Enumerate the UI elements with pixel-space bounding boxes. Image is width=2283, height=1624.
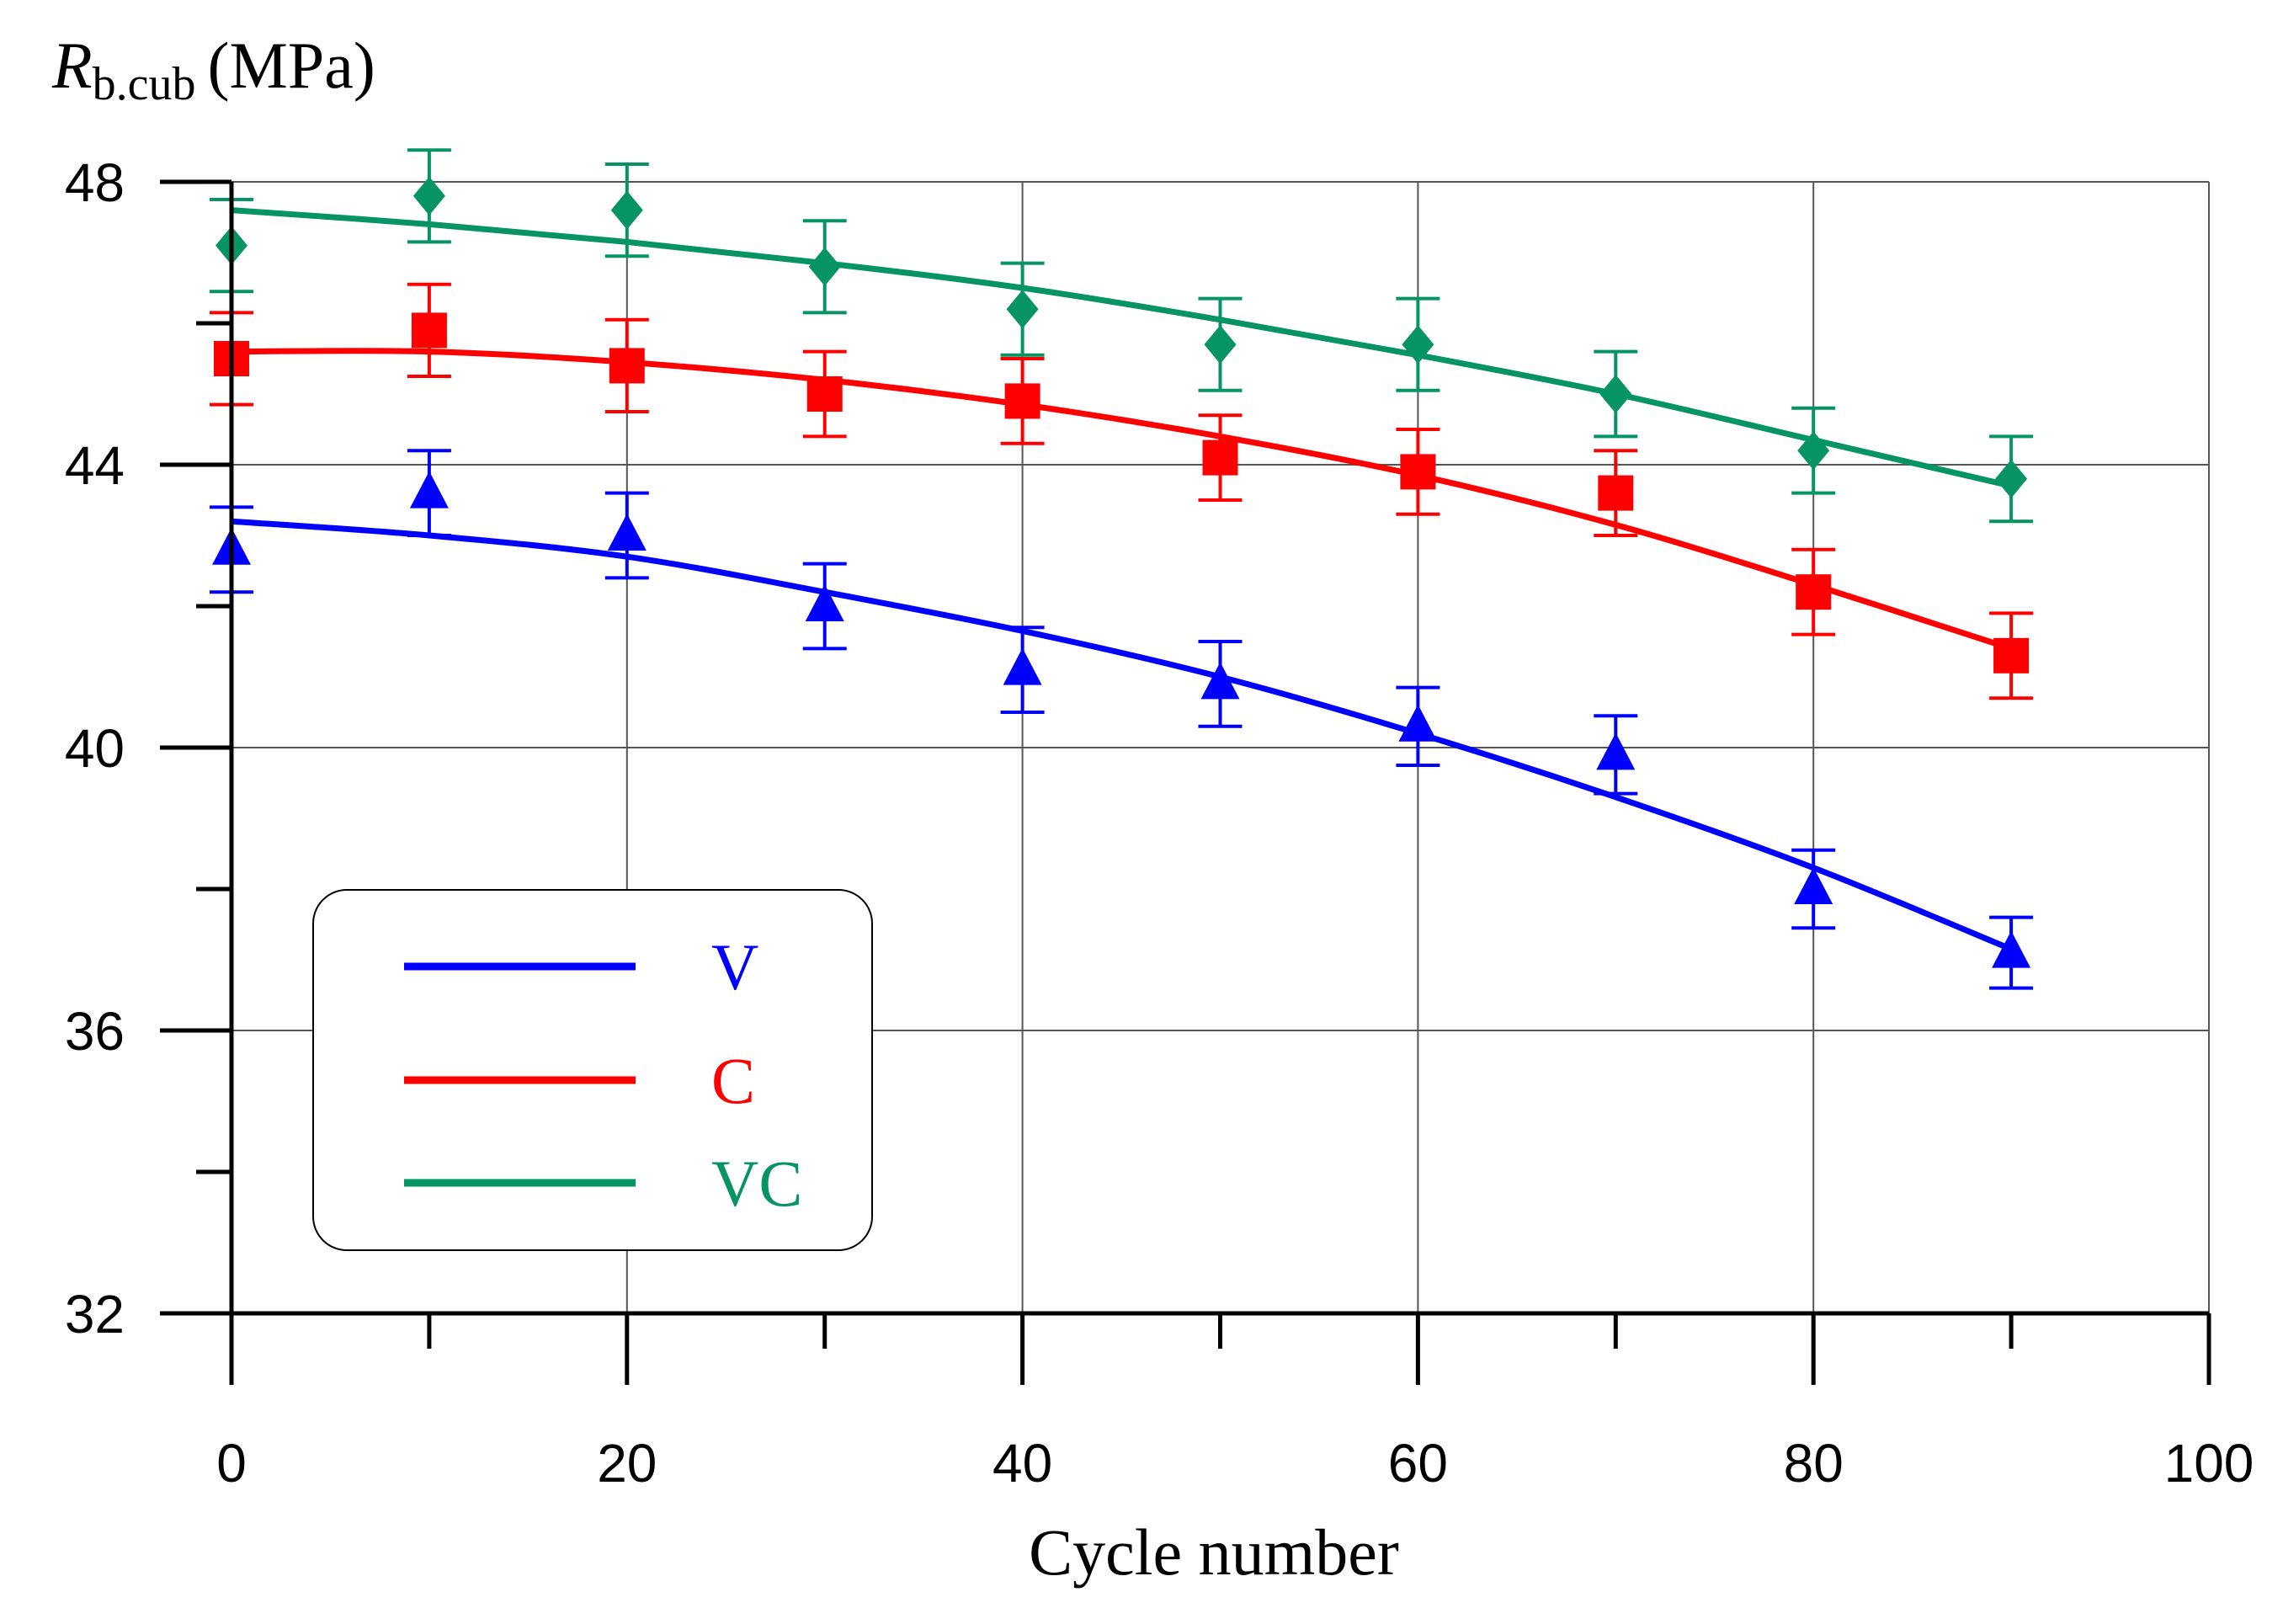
data-point-c [609, 348, 645, 384]
y-tick-label-36: 36 [65, 1001, 125, 1062]
data-point-vc [1995, 459, 2028, 498]
data-point-c [411, 312, 447, 349]
data-point-v [805, 584, 844, 621]
data-point-vc [808, 247, 841, 286]
x-tick-label-20: 20 [597, 1433, 657, 1494]
data-point-vc [412, 176, 445, 216]
y-tick-label-32: 32 [65, 1284, 125, 1344]
legend-box [312, 889, 873, 1251]
legend-label-c: C [711, 1044, 755, 1117]
data-point-v [1398, 704, 1438, 742]
x-axis-label: Cycle number [1029, 1515, 1399, 1589]
axes: 0 20 40 60 80 100 32 36 40 44 48 [65, 152, 2254, 1494]
data-point-vc [1797, 431, 1830, 471]
fit-line-c [231, 348, 2013, 652]
data-point-v [1794, 867, 1833, 904]
legend: V C VC [312, 889, 873, 1251]
data-point-c [1993, 637, 2030, 674]
x-tick-label-0: 0 [216, 1433, 247, 1494]
data-point-v [1200, 662, 1240, 700]
y-tick-label-44: 44 [65, 435, 125, 496]
y-axis-label: Rb.cub (MPa) [51, 29, 375, 110]
data-point-v [409, 471, 449, 508]
x-tick-label-40: 40 [992, 1433, 1052, 1494]
y-tick-label-48: 48 [65, 152, 125, 213]
data-point-v [1992, 930, 2031, 968]
series-vc [210, 148, 2034, 524]
series-c [210, 282, 2034, 700]
data-point-vc [1204, 325, 1237, 365]
legend-label-v: V [711, 930, 758, 1004]
data-point-v [1596, 732, 1636, 770]
data-point-vc [610, 190, 643, 230]
data-point-vc [1599, 375, 1632, 413]
data-point-c [1004, 383, 1040, 419]
data-point-c [806, 376, 843, 412]
data-point-v [607, 514, 647, 551]
data-point-c [1598, 475, 1634, 511]
fit-line-v [231, 518, 2013, 952]
data-point-vc [1006, 290, 1039, 329]
y-axis-label-sub: b.cub [93, 58, 196, 110]
x-tick-label-60: 60 [1388, 1433, 1448, 1494]
y-tick-label-40: 40 [65, 718, 125, 779]
fit-line-vc [231, 207, 2012, 489]
data-point-v [1003, 647, 1042, 685]
x-tick-label-80: 80 [1784, 1433, 1844, 1494]
x-tick-label-100: 100 [2164, 1433, 2254, 1494]
data-point-c [1202, 439, 1238, 476]
legend-label-vc: VC [711, 1147, 802, 1220]
series-layer [210, 148, 2034, 990]
data-point-vc [1402, 325, 1434, 365]
y-axis-label-unit: (MPa) [208, 29, 375, 102]
y-axis-label-main: R [51, 29, 93, 102]
data-point-c [1400, 454, 1436, 490]
data-point-c [1796, 574, 1832, 610]
